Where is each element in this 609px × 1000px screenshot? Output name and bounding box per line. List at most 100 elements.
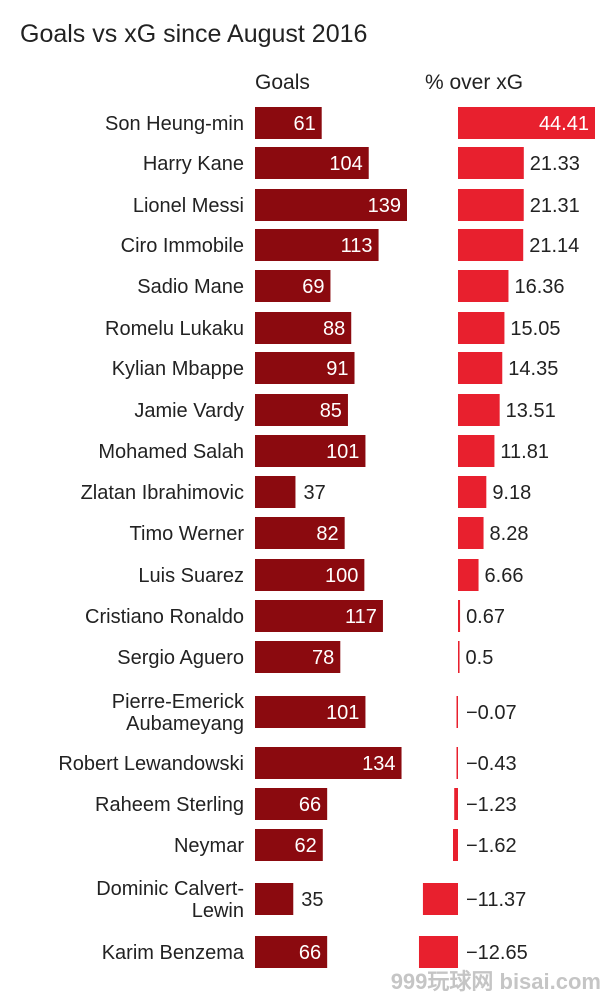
pct-over-xg-value-label: 21.33 — [530, 153, 580, 175]
goals-value-label: 78 — [312, 647, 334, 669]
pct-over-xg-value-label: 21.31 — [530, 195, 580, 217]
player-name-label: Raheem Sterling — [95, 794, 244, 816]
goals-value-label: 37 — [303, 482, 325, 504]
goals-value-label: 66 — [299, 794, 321, 816]
goals-bar — [255, 352, 355, 384]
goals-value-label: 61 — [293, 113, 315, 135]
goals-bar — [255, 829, 323, 861]
goals-value-label: 104 — [329, 153, 362, 175]
pct-over-xg-bar — [454, 788, 458, 820]
pct-over-xg-bar — [458, 107, 595, 139]
goals-bar — [255, 641, 341, 673]
pct-over-xg-bar — [458, 517, 484, 549]
pct-over-xg-bar — [456, 747, 458, 779]
watermark-logo: 999玩球网 bisai.com — [390, 969, 601, 994]
player-name-label: Zlatan Ibrahimovic — [81, 482, 244, 504]
goals-value-label: 88 — [323, 318, 345, 340]
player-name-label: Neymar — [174, 835, 244, 857]
pct-over-xg-value-label: 15.05 — [510, 318, 560, 340]
player-name-label: Lewin — [192, 900, 244, 922]
goals-value-label: 82 — [316, 523, 338, 545]
pct-over-xg-bar — [453, 829, 458, 861]
pct-over-xg-bar — [458, 229, 524, 261]
goals-bar — [255, 435, 366, 467]
player-name-label: Pierre-Emerick — [112, 691, 245, 713]
goals-bar — [255, 517, 345, 549]
player-name-label: Lionel Messi — [133, 195, 244, 217]
pct-over-xg-value-label: 0.67 — [466, 606, 505, 628]
pct-over-xg-bar — [458, 600, 461, 632]
goals-value-label: 69 — [302, 276, 324, 298]
goals-bar — [255, 147, 369, 179]
goals-bar — [255, 600, 383, 632]
pct-over-xg-value-label: −1.62 — [466, 835, 517, 857]
pct-over-xg-value-label: 13.51 — [506, 400, 556, 422]
goals-value-label: 100 — [325, 565, 358, 587]
player-name-label: Jamie Vardy — [134, 400, 244, 422]
pct-over-xg-value-label: 44.41 — [539, 113, 589, 135]
pct-over-xg-value-label: 6.66 — [485, 565, 524, 587]
pct-over-xg-value-label: 16.36 — [514, 276, 564, 298]
pct-over-xg-value-label: 14.35 — [508, 358, 558, 380]
player-name-label: Son Heung-min — [105, 113, 244, 135]
pct-over-xg-bar — [458, 352, 503, 384]
goals-bar — [255, 476, 296, 508]
pct-over-xg-bar — [458, 394, 500, 426]
goals-value-label: 117 — [345, 606, 377, 628]
goals-value-label: 62 — [295, 835, 317, 857]
goals-bar — [255, 696, 366, 728]
goals-value-label: 91 — [326, 358, 348, 380]
pct-over-xg-value-label: −0.43 — [466, 753, 517, 775]
pct-over-xg-value-label: 9.18 — [492, 482, 531, 504]
pct-over-xg-value-label: −0.07 — [466, 702, 517, 724]
goals-bar — [255, 312, 352, 344]
goals-bar — [255, 747, 402, 779]
player-name-label: Dominic Calvert- — [96, 878, 244, 900]
goals-bar — [255, 788, 328, 820]
goals-bar — [255, 229, 379, 261]
pct-over-xg-value-label: −11.37 — [466, 889, 526, 911]
pct-over-xg-column-header: % over xG — [425, 71, 524, 94]
player-name-label: Sergio Aguero — [117, 647, 244, 669]
goals-value-label: 113 — [341, 235, 373, 257]
goals-value-label: 101 — [326, 441, 359, 463]
goals-value-label: 101 — [326, 702, 359, 724]
player-name-label: Kylian Mbappe — [112, 358, 244, 380]
goals-value-label: 134 — [362, 753, 395, 775]
pct-over-xg-value-label: 11.81 — [500, 441, 549, 463]
player-name-label: Timo Werner — [130, 523, 245, 545]
pct-over-xg-bar — [422, 883, 458, 915]
pct-over-xg-bar — [458, 189, 524, 221]
pct-over-xg-value-label: −12.65 — [466, 942, 528, 964]
goals-bar — [255, 936, 328, 968]
pct-over-xg-bar — [458, 435, 495, 467]
pct-over-xg-bar — [458, 641, 460, 673]
goals-value-label: 66 — [299, 942, 321, 964]
player-name-label: Robert Lewandowski — [58, 753, 244, 775]
pct-over-xg-bar — [458, 312, 505, 344]
player-name-label: Harry Kane — [143, 153, 244, 175]
player-name-label: Luis Suarez — [138, 565, 244, 587]
goals-bar — [255, 883, 294, 915]
player-name-label: Cristiano Ronaldo — [85, 606, 244, 628]
goals-value-label: 85 — [320, 400, 342, 422]
goals-column-header: Goals — [255, 71, 310, 94]
pct-over-xg-bar — [418, 936, 458, 968]
pct-over-xg-bar — [458, 270, 509, 302]
goals-bar — [255, 270, 331, 302]
goals-value-label: 35 — [301, 889, 323, 911]
player-name-label: Aubameyang — [126, 713, 244, 735]
chart-title: Goals vs xG since August 2016 — [20, 20, 368, 48]
goals-bar — [255, 394, 348, 426]
goals-bar — [255, 559, 365, 591]
pct-over-xg-bar — [458, 147, 524, 179]
player-name-label: Romelu Lukaku — [105, 318, 244, 340]
player-name-label: Sadio Mane — [137, 276, 244, 298]
goals-bar — [255, 107, 322, 139]
pct-over-xg-value-label: 8.28 — [490, 523, 529, 545]
pct-over-xg-bar — [456, 696, 458, 728]
goals-bar — [255, 189, 407, 221]
pct-over-xg-bar — [458, 559, 479, 591]
player-name-label: Karim Benzema — [102, 942, 245, 964]
